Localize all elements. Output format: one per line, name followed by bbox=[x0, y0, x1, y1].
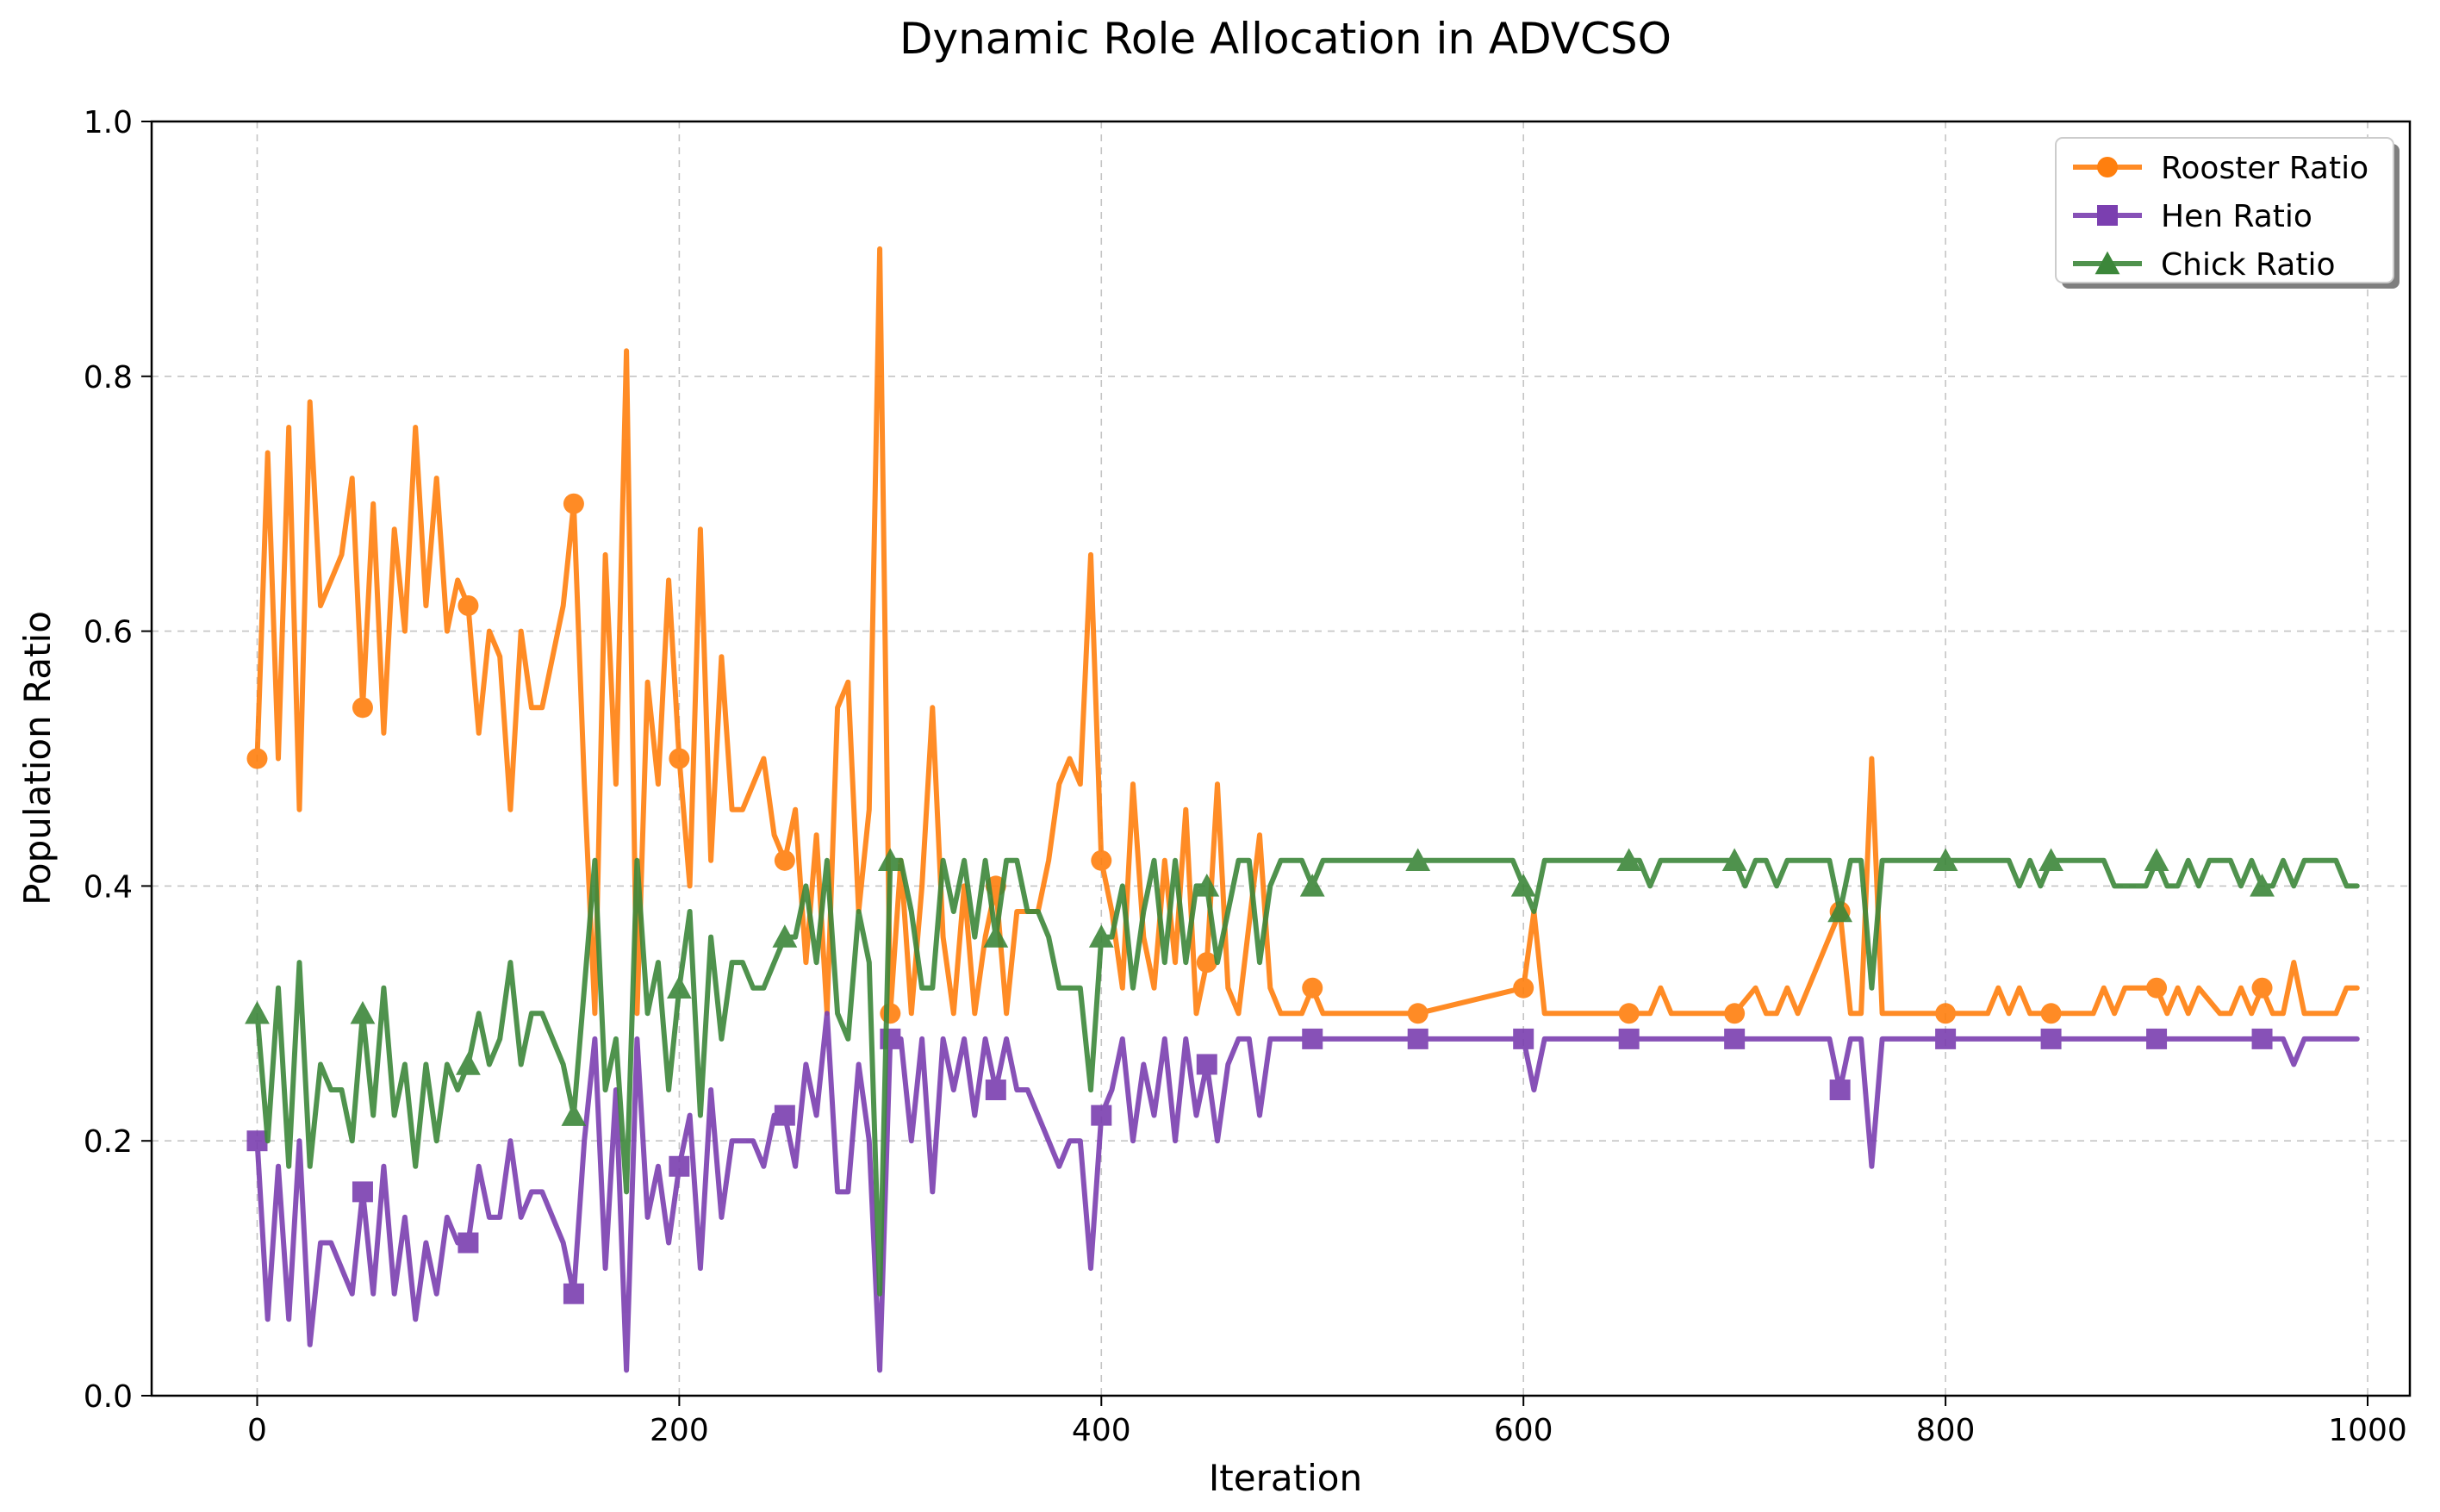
x-tick-label: 400 bbox=[1072, 1413, 1131, 1448]
chart-title: Dynamic Role Allocation in ADVCSO bbox=[899, 14, 1671, 64]
chick-ratio-line bbox=[254, 857, 2360, 1297]
chick-ratio-marker bbox=[1299, 874, 1325, 897]
x-tick-label: 600 bbox=[1494, 1413, 1553, 1448]
legend: Rooster Ratio Hen Ratio Chick Ratio bbox=[2055, 137, 2400, 289]
rooster-ratio-marker bbox=[2040, 1003, 2062, 1024]
rooster-ratio-marker bbox=[1618, 1003, 1640, 1024]
hen-ratio-marker bbox=[458, 1232, 479, 1254]
rooster-ratio-marker bbox=[1196, 952, 1217, 974]
chick-ratio-marker bbox=[772, 924, 798, 948]
hen-ratio-marker bbox=[1618, 1028, 1640, 1049]
hen-ratio-marker bbox=[352, 1181, 373, 1203]
legend-label: Chick Ratio bbox=[2161, 247, 2335, 283]
hen-ratio-marker bbox=[2040, 1028, 2062, 1049]
hen-ratio-series bbox=[246, 1011, 2360, 1373]
chick-ratio-marker bbox=[561, 1103, 587, 1126]
rooster-ratio-marker bbox=[563, 493, 584, 514]
rooster-ratio-marker bbox=[1302, 977, 1323, 999]
y-axis-label: Population Ratio bbox=[16, 611, 59, 905]
hen-ratio-marker bbox=[1302, 1028, 1323, 1049]
chick-ratio-marker bbox=[456, 1052, 481, 1075]
hen-ratio-marker bbox=[246, 1130, 268, 1152]
legend-entry-hen-ratio: Hen Ratio bbox=[2073, 199, 2312, 234]
chick-ratio-marker bbox=[1933, 848, 1958, 872]
series-layer bbox=[245, 246, 2360, 1373]
rooster-ratio-line bbox=[254, 246, 2360, 1017]
hen-ratio-line bbox=[254, 1011, 2360, 1373]
x-axis-label: Iteration bbox=[1209, 1457, 1362, 1499]
chick-ratio-marker bbox=[245, 1000, 270, 1024]
rooster-ratio-marker bbox=[774, 849, 795, 871]
rooster-ratio-marker bbox=[1091, 849, 1112, 871]
rooster-ratio-marker bbox=[246, 748, 268, 769]
y-tick-label: 0.8 bbox=[84, 360, 133, 395]
y-tick-label: 0.2 bbox=[84, 1124, 133, 1160]
y-tick-label: 0.4 bbox=[84, 869, 133, 905]
y-tick-label: 1.0 bbox=[84, 105, 133, 140]
hen-ratio-marker bbox=[563, 1283, 584, 1304]
hen-ratio-marker bbox=[880, 1028, 901, 1049]
chick-ratio-marker bbox=[1405, 848, 1431, 872]
rooster-ratio-marker bbox=[1513, 977, 1534, 999]
hen-ratio-marker bbox=[1935, 1028, 1957, 1049]
chick-ratio-marker bbox=[1194, 874, 1220, 897]
chick-ratio-marker bbox=[1721, 848, 1747, 872]
legend-label: Rooster Ratio bbox=[2161, 151, 2368, 186]
hen-ratio-marker bbox=[2251, 1028, 2273, 1049]
chick-ratio-marker bbox=[983, 924, 1009, 948]
rooster-ratio-marker bbox=[1407, 1003, 1429, 1024]
legend-marker bbox=[2097, 157, 2118, 177]
hen-ratio-marker bbox=[1196, 1054, 1217, 1075]
chick-ratio-marker bbox=[350, 1000, 376, 1024]
chick-ratio-marker bbox=[1510, 874, 1536, 897]
hen-ratio-marker bbox=[2146, 1028, 2168, 1049]
chick-ratio-marker bbox=[1088, 924, 1114, 948]
rooster-ratio-marker bbox=[669, 748, 690, 769]
legend-label: Hen Ratio bbox=[2161, 199, 2312, 234]
chick-ratio-marker bbox=[666, 975, 692, 999]
chick-ratio-marker bbox=[2039, 848, 2063, 872]
chick-ratio-marker bbox=[1616, 848, 1642, 872]
legend-entry-rooster-ratio: Rooster Ratio bbox=[2073, 151, 2368, 186]
hen-ratio-marker bbox=[1724, 1028, 1746, 1049]
ticks: 0 200 400 600 800 1000 0.0 0.2 0.4 0.6 0.8 1.0 bbox=[84, 105, 2407, 1448]
hen-ratio-marker bbox=[985, 1080, 1006, 1101]
plot-frame bbox=[150, 120, 2412, 1397]
x-tick-label: 1000 bbox=[2328, 1413, 2407, 1448]
rooster-ratio-marker bbox=[1724, 1003, 1746, 1024]
legend-entry-chick-ratio: Chick Ratio bbox=[2073, 247, 2335, 283]
y-tick-label: 0.6 bbox=[84, 615, 133, 650]
hen-ratio-marker bbox=[1829, 1080, 1851, 1101]
rooster-ratio-marker bbox=[2251, 977, 2273, 999]
x-tick-label: 200 bbox=[650, 1413, 709, 1448]
chick-ratio-series bbox=[245, 848, 2360, 1297]
hen-ratio-marker bbox=[1407, 1028, 1429, 1049]
legend-box bbox=[2055, 137, 2394, 283]
chick-ratio-marker bbox=[1827, 899, 1853, 923]
legend-marker bbox=[2095, 251, 2120, 275]
rooster-ratio-marker bbox=[2146, 977, 2168, 999]
rooster-ratio-marker bbox=[1935, 1003, 1957, 1024]
rooster-ratio-marker bbox=[880, 1003, 901, 1024]
x-tick-label: 800 bbox=[1916, 1413, 1976, 1448]
rooster-ratio-marker bbox=[352, 697, 373, 719]
y-tick-label: 0.0 bbox=[84, 1379, 133, 1415]
hen-ratio-marker bbox=[669, 1155, 690, 1177]
rooster-ratio-marker bbox=[458, 595, 479, 617]
hen-ratio-marker bbox=[1513, 1028, 1534, 1049]
hen-ratio-marker bbox=[1091, 1104, 1112, 1126]
legend-marker bbox=[2097, 205, 2118, 226]
chick-ratio-marker bbox=[2250, 874, 2275, 897]
chick-ratio-marker bbox=[2144, 848, 2169, 872]
hen-ratio-marker bbox=[774, 1104, 795, 1126]
chick-ratio-marker bbox=[877, 848, 903, 872]
x-tick-label: 0 bbox=[247, 1413, 267, 1448]
